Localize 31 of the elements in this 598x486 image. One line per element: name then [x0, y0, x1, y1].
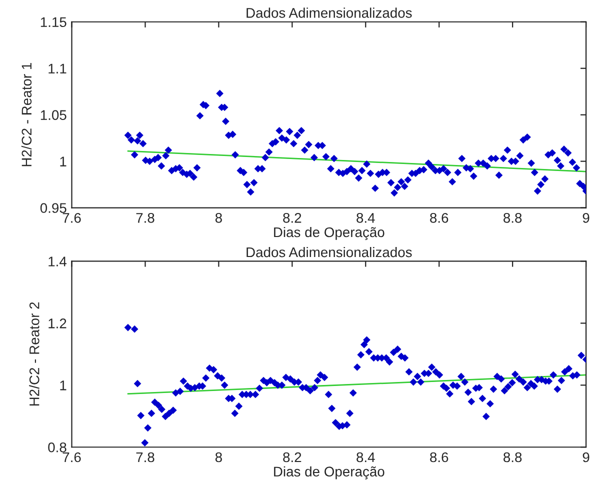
chart-title: Dados Adimensionalizados [246, 246, 412, 258]
x-tick-label: 8.6 [430, 212, 448, 223]
y-tick-label: 1.4 [48, 256, 66, 266]
y-tick-label: 1.15 [40, 17, 66, 28]
x-tick-label: 9 [582, 452, 590, 462]
x-tick-label: 7.8 [136, 212, 154, 223]
x-tick-label: 8 [215, 212, 222, 223]
y-tick-label: 1 [60, 380, 66, 390]
x-tick-label: 8.4 [356, 212, 375, 223]
y-tick-label: 1.1 [48, 64, 66, 74]
x-tick-label: 8.2 [283, 452, 302, 462]
x-tick-label: 8.8 [504, 452, 522, 462]
x-axis-title: Dias de Operação [274, 226, 384, 240]
x-tick-label: 7.6 [62, 212, 81, 223]
x-tick-label: 8 [215, 452, 222, 462]
x-tick-label: 7.8 [136, 452, 154, 462]
y-axis-title: H2/C2 - Reator 1 [21, 63, 32, 166]
x-tick-label: 8.4 [356, 452, 375, 462]
y-tick-label: 0.95 [40, 203, 66, 213]
y-tick-label: 1 [60, 156, 66, 166]
x-tick-label: 8.8 [504, 212, 522, 223]
x-axis-title: Dias de Operação [274, 466, 384, 480]
y-tick-label: 0.8 [48, 442, 66, 452]
x-tick-label: 9 [582, 212, 590, 223]
y-tick-label: 1.2 [48, 318, 66, 328]
x-tick-label: 8.6 [430, 452, 448, 462]
y-axis-title: H2/C2 - Reator 2 [29, 302, 40, 406]
y-tick-label: 1.05 [40, 110, 66, 120]
x-tick-label: 7.6 [62, 452, 81, 462]
chart-title: Dados Adimensionalizados [246, 8, 412, 18]
x-tick-label: 8.2 [283, 212, 302, 223]
